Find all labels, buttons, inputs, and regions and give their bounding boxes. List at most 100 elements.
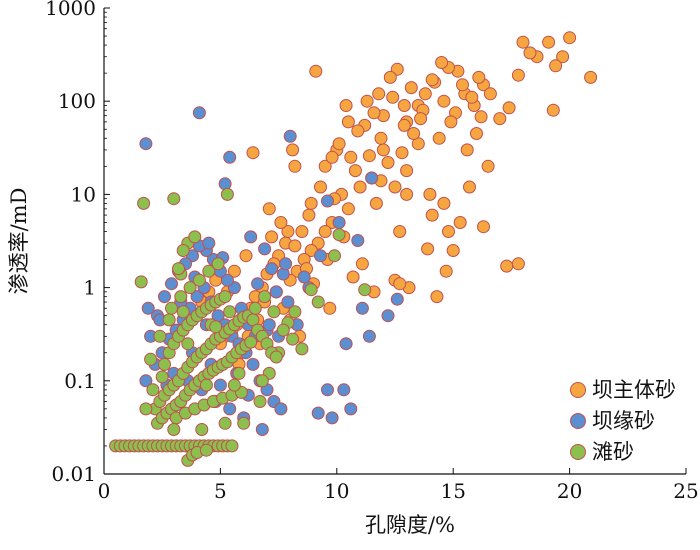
point-series-0 — [239, 249, 253, 263]
point-series-2 — [276, 323, 290, 337]
point-series-0 — [472, 70, 486, 84]
point-series-2 — [223, 305, 237, 319]
legend: 坝主体砂 坝缘砂 滩砂 — [570, 378, 676, 464]
point-series-2 — [209, 320, 223, 334]
point-series-0 — [511, 68, 525, 82]
point-series-1 — [321, 383, 334, 397]
point-series-0 — [395, 146, 409, 160]
point-series-1 — [262, 318, 276, 332]
point-series-1 — [192, 106, 206, 120]
point-series-2 — [176, 305, 190, 319]
point-series-1 — [255, 423, 269, 436]
point-series-0 — [383, 70, 397, 84]
point-series-0 — [302, 208, 316, 222]
point-series-0 — [481, 159, 495, 173]
point-series-0 — [511, 257, 525, 271]
point-series-0 — [421, 242, 435, 256]
point-series-0 — [369, 196, 383, 210]
point-series-0 — [483, 87, 497, 101]
point-series-0 — [344, 150, 358, 164]
point-series-2 — [155, 370, 169, 384]
point-series-1 — [218, 177, 232, 191]
point-series-1 — [339, 337, 353, 351]
point-series-0 — [286, 143, 300, 157]
point-series-0 — [309, 64, 323, 78]
legend-label-2: 滩砂 — [592, 440, 634, 464]
point-series-0 — [453, 216, 467, 229]
point-series-2 — [267, 305, 281, 319]
point-series-0 — [351, 124, 365, 138]
x-tick-label: 0 — [98, 479, 111, 503]
point-series-0 — [367, 106, 381, 120]
point-series-1 — [165, 277, 178, 291]
legend-label-1: 坝缘砂 — [592, 409, 655, 433]
point-series-2 — [153, 329, 167, 343]
point-series-2 — [311, 295, 325, 309]
point-series-1 — [314, 249, 327, 263]
point-series-0 — [546, 103, 560, 117]
y-tick-label: 1 — [83, 276, 96, 300]
legend-marker-2 — [570, 444, 586, 460]
point-series-0 — [500, 259, 514, 273]
point-series-1 — [258, 242, 272, 256]
axes-layer — [103, 8, 686, 475]
point-series-0 — [346, 270, 360, 284]
point-series-0 — [442, 225, 455, 238]
point-series-0 — [348, 164, 362, 178]
point-series-1 — [251, 277, 265, 291]
point-series-2 — [227, 378, 241, 392]
x-axis-title: 孔隙度/% — [365, 513, 455, 537]
point-series-2 — [332, 228, 346, 242]
point-series-2 — [146, 383, 160, 397]
legend-marker-1 — [570, 413, 586, 429]
point-series-0 — [437, 94, 451, 108]
x-tick-label: 25 — [673, 479, 698, 503]
point-series-2 — [165, 301, 178, 315]
point-series-1 — [223, 402, 237, 416]
point-series-0 — [360, 94, 374, 108]
point-series-0 — [332, 137, 346, 151]
point-series-1 — [381, 309, 395, 323]
point-series-0 — [435, 56, 449, 69]
point-series-0 — [265, 230, 279, 244]
x-tick-label: 5 — [214, 479, 227, 503]
point-series-1 — [325, 411, 339, 425]
point-series-0 — [404, 81, 418, 95]
point-series-1 — [265, 262, 279, 276]
point-series-1 — [246, 357, 260, 371]
point-series-0 — [549, 59, 563, 73]
point-series-2 — [232, 366, 246, 380]
point-series-2 — [288, 305, 302, 319]
point-series-0 — [274, 216, 288, 229]
point-series-0 — [393, 225, 407, 238]
y-tick-label: 100 — [58, 89, 96, 113]
y-tick-label: 0.1 — [64, 369, 96, 393]
point-series-1 — [220, 273, 234, 287]
point-series-0 — [314, 180, 327, 194]
point-series-1 — [281, 295, 295, 309]
point-series-1 — [279, 257, 293, 271]
point-series-0 — [432, 131, 446, 145]
point-series-1 — [344, 402, 358, 416]
point-series-0 — [325, 150, 339, 164]
point-series-0 — [400, 187, 414, 201]
x-tick-label: 10 — [324, 479, 349, 503]
point-series-2 — [139, 402, 153, 416]
point-series-1 — [332, 216, 346, 229]
point-series-1 — [365, 171, 379, 185]
point-series-2 — [225, 439, 239, 453]
y-tick-label: 10 — [71, 182, 96, 206]
point-series-0 — [444, 115, 458, 129]
point-series-0 — [386, 90, 400, 104]
point-series-2 — [218, 416, 232, 430]
point-series-0 — [414, 112, 428, 126]
point-series-2 — [295, 342, 309, 356]
x-tick-label: 20 — [557, 479, 582, 503]
point-series-0 — [388, 180, 402, 194]
point-series-0 — [355, 257, 369, 271]
point-series-0 — [372, 87, 386, 101]
point-series-0 — [295, 225, 309, 238]
point-series-2 — [258, 290, 272, 304]
point-series-0 — [465, 90, 479, 104]
